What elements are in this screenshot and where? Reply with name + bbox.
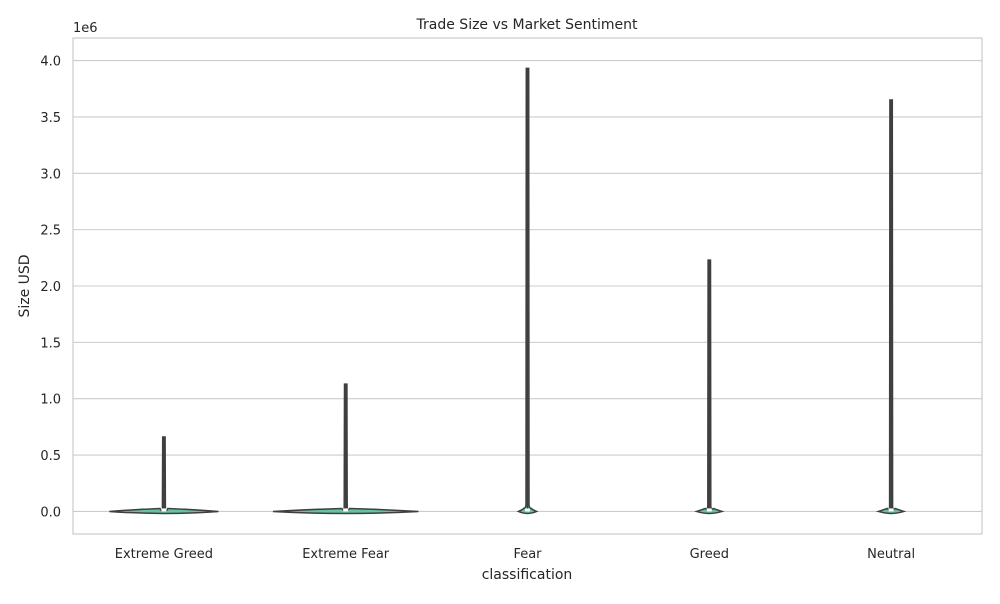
y-tick-label: 1.5 — [40, 336, 61, 351]
y-tick-labels: 0.0 0.5 1.0 1.5 2.0 2.5 3.0 3.5 4.0 — [40, 55, 61, 521]
violin-median-marker — [706, 508, 712, 512]
violin-median-marker — [343, 508, 349, 512]
y-tick-label: 3.0 — [40, 167, 61, 182]
violin-neutral — [875, 99, 907, 515]
y-tick-label: 2.5 — [40, 224, 61, 239]
y-tick-label: 2.0 — [40, 280, 61, 295]
x-tick-label: Extreme Fear — [302, 547, 390, 562]
y-tick-label: 3.5 — [40, 111, 61, 126]
y-axis-label: Size USD — [17, 254, 33, 317]
y-offset-label: 1e6 — [73, 21, 98, 36]
x-tick-labels: Extreme Greed Extreme Fear Fear Greed Neutra… — [115, 547, 915, 562]
y-tick-label: 4.0 — [40, 55, 61, 70]
violin-extreme-fear — [272, 383, 419, 515]
violin-median-marker — [525, 508, 530, 512]
x-axis-label: classification — [482, 567, 573, 583]
violin-median-marker — [161, 508, 167, 512]
y-tick-label: 1.0 — [40, 393, 61, 408]
violin-fear — [516, 67, 539, 515]
violin-greed — [694, 259, 725, 515]
violin-median-marker — [888, 508, 894, 512]
y-tick-label: 0.5 — [40, 449, 61, 464]
x-tick-label: Fear — [513, 547, 542, 562]
x-tick-label: Extreme Greed — [115, 547, 213, 562]
chart-title: Trade Size vs Market Sentiment — [416, 17, 638, 33]
x-tick-label: Greed — [690, 547, 729, 562]
y-tick-label: 0.0 — [40, 505, 61, 520]
plot-frame — [72, 37, 983, 535]
x-tick-label: Neutral — [867, 547, 915, 562]
violins — [109, 67, 907, 515]
violin-extreme-greed — [109, 436, 219, 515]
